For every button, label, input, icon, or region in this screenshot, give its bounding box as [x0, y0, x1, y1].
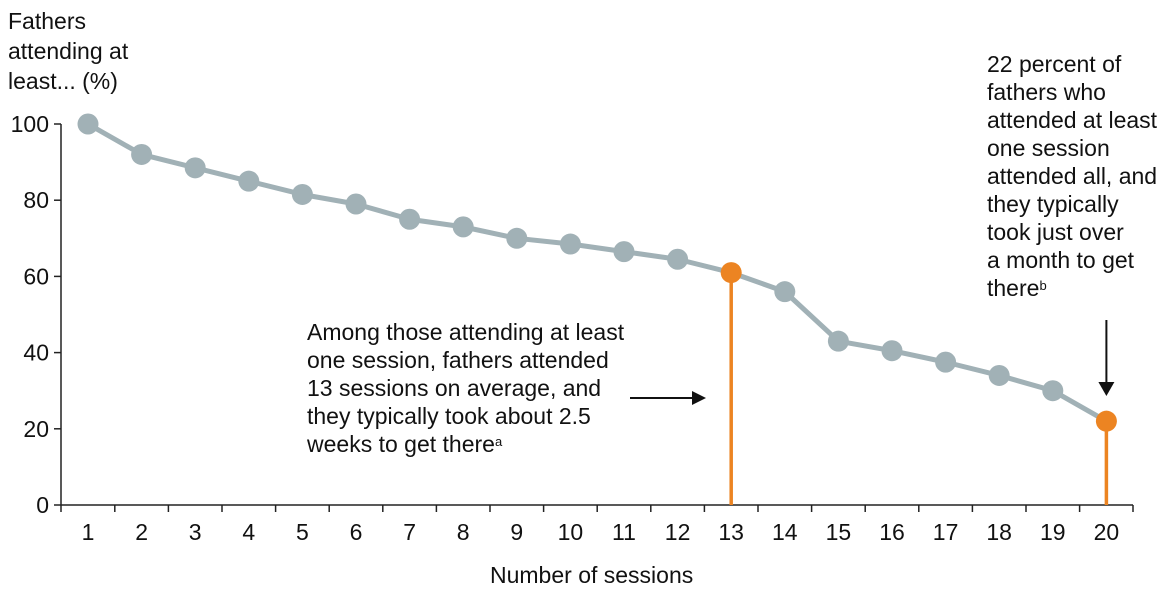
data-point-14: [774, 281, 796, 303]
data-point-6: [345, 193, 367, 215]
annotation-all-sessions-text: 22 percent of fathers who attended at le…: [987, 51, 1158, 301]
annotation-average-text: Among those attending at least one sessi…: [307, 319, 625, 457]
annotation-average-footnote: a: [494, 434, 503, 449]
data-point-4: [238, 170, 260, 192]
x-tick-label-14: 14: [772, 519, 798, 545]
data-point-8: [452, 216, 474, 238]
data-point-3: [184, 157, 206, 179]
data-point-11: [613, 241, 635, 263]
data-point-20: [1095, 410, 1117, 432]
annotation-average: Among those attending at least one sessi…: [307, 318, 667, 458]
data-point-18: [988, 364, 1010, 386]
x-tick-label-13: 13: [718, 519, 744, 545]
y-tick-label-0: 0: [36, 492, 49, 518]
data-point-2: [131, 143, 153, 165]
x-tick-label-8: 8: [457, 519, 470, 545]
x-tick-label-10: 10: [558, 519, 584, 545]
y-tick-label-80: 80: [23, 187, 49, 213]
annotation-all-sessions-footnote: b: [1039, 278, 1047, 293]
x-tick-label-12: 12: [665, 519, 691, 545]
data-point-17: [935, 351, 957, 373]
x-tick-label-5: 5: [296, 519, 309, 545]
data-point-7: [399, 208, 421, 230]
x-tick-label-16: 16: [879, 519, 905, 545]
x-tick-label-7: 7: [403, 519, 416, 545]
data-point-10: [559, 233, 581, 255]
x-tick-label-15: 15: [826, 519, 852, 545]
y-tick-label-20: 20: [23, 416, 49, 442]
data-point-9: [506, 227, 528, 249]
x-tick-label-19: 19: [1040, 519, 1066, 545]
data-point-12: [667, 248, 689, 270]
y-tick-label-100: 100: [11, 111, 49, 137]
data-point-15: [827, 330, 849, 352]
y-tick-label-60: 60: [23, 263, 49, 289]
x-tick-label-3: 3: [189, 519, 202, 545]
arrow-down-head: [1098, 382, 1115, 396]
x-tick-label-17: 17: [933, 519, 959, 545]
data-point-16: [881, 340, 903, 362]
annotation-all-sessions: 22 percent of fathers who attended at le…: [987, 50, 1167, 302]
x-tick-label-6: 6: [350, 519, 363, 545]
data-point-5: [291, 183, 313, 205]
data-point-1: [77, 113, 99, 135]
x-tick-label-2: 2: [135, 519, 148, 545]
x-tick-label-11: 11: [612, 519, 636, 545]
data-point-19: [1042, 380, 1064, 402]
x-tick-label-1: 1: [82, 519, 95, 545]
y-axis-label: Fathers attending at least... (%): [8, 8, 129, 94]
x-tick-label-9: 9: [510, 519, 523, 545]
x-axis-label: Number of sessions: [490, 562, 694, 588]
x-tick-label-18: 18: [986, 519, 1012, 545]
x-tick-label-20: 20: [1094, 519, 1120, 545]
y-tick-label-40: 40: [23, 340, 49, 366]
data-point-13: [720, 262, 742, 284]
arrow-right-head: [692, 391, 706, 405]
x-tick-label-4: 4: [242, 519, 255, 545]
